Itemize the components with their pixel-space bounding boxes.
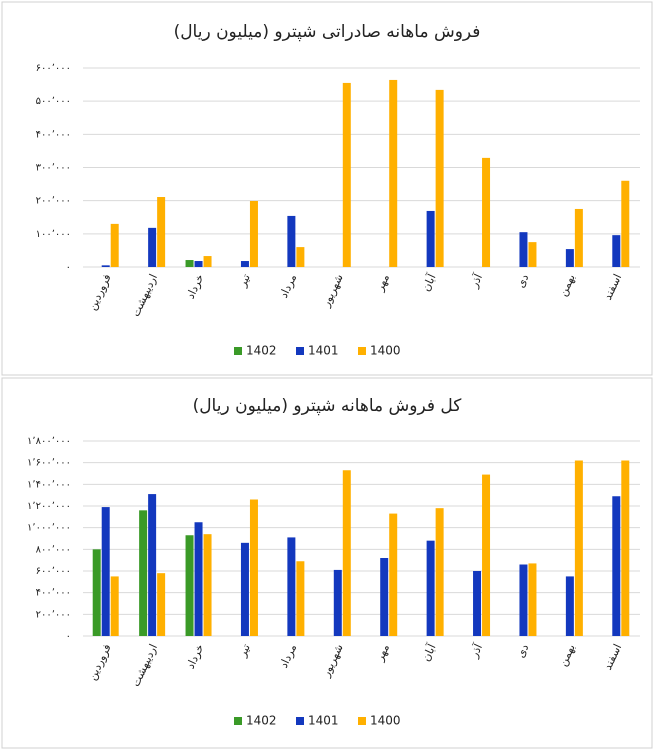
bar — [528, 563, 537, 636]
bar — [612, 496, 621, 636]
bar — [621, 460, 630, 636]
bar — [101, 265, 110, 267]
bar — [249, 200, 258, 267]
bar — [249, 499, 258, 636]
bar — [185, 535, 194, 636]
bar — [342, 470, 351, 636]
legend-label: 1400 — [370, 344, 401, 358]
bar — [435, 508, 444, 636]
y-tick-label: ۵۰۰٬۰۰۰ — [36, 96, 71, 107]
chart: کل فروش ماهانه شپترو (میلیون ریال) ۰ ۲۰۰٬۰… — [1, 377, 653, 749]
bar — [519, 232, 528, 267]
y-tick-label: ۴۰۰٬۰۰۰ — [36, 588, 71, 599]
bar — [565, 249, 574, 267]
y-tick-label: ۱۰۰٬۰۰۰ — [36, 229, 71, 240]
bar — [101, 507, 110, 636]
bar — [612, 235, 621, 267]
bar — [389, 79, 398, 267]
bar — [389, 513, 398, 636]
legend-swatch — [234, 347, 242, 355]
bar — [92, 549, 101, 636]
bar — [148, 227, 157, 267]
chart-frame — [1, 1, 653, 376]
x-tick-label: دی — [514, 272, 532, 290]
bar — [574, 460, 583, 636]
bar — [473, 571, 482, 636]
bar — [203, 534, 212, 636]
y-tick-label: ۱٬۴۰۰٬۰۰۰ — [27, 479, 71, 490]
y-tick-label: ۱٬۸۰۰٬۰۰۰ — [27, 436, 71, 447]
y-tick-label: ۰ — [66, 631, 71, 642]
bar — [287, 215, 296, 267]
y-tick-label: ۱٬۶۰۰٬۰۰۰ — [27, 458, 71, 469]
legend-swatch — [358, 717, 366, 725]
bar — [482, 474, 491, 636]
y-tick-label: ۲۰۰٬۰۰۰ — [36, 609, 71, 620]
bar — [426, 540, 435, 636]
bar — [333, 569, 342, 636]
legend-swatch — [234, 717, 242, 725]
x-tick-label: آذر — [466, 641, 485, 661]
bar — [194, 261, 203, 267]
legend-swatch — [296, 717, 304, 725]
y-tick-label: ۰ — [66, 262, 71, 273]
bar — [621, 180, 630, 267]
legend-label: 1400 — [370, 714, 401, 728]
bar — [157, 197, 166, 267]
bar — [185, 260, 194, 267]
bar — [574, 208, 583, 267]
y-tick-label: ۶۰۰٬۰۰۰ — [36, 566, 71, 577]
y-tick-label: ۱٬۰۰۰٬۰۰۰ — [27, 523, 71, 534]
x-tick-label: آذر — [466, 271, 485, 291]
bar — [342, 82, 351, 267]
y-tick-label: ۸۰۰٬۰۰۰ — [36, 544, 71, 555]
y-tick-label: ۶۰۰٬۰۰۰ — [36, 63, 71, 74]
x-tick-label: تیر — [235, 642, 252, 660]
bar — [565, 576, 574, 636]
bar — [110, 576, 119, 636]
legend-label: 1401 — [308, 714, 339, 728]
chart-title: فروش ماهانه صادراتی شپترو (میلیون ریال) — [174, 22, 481, 42]
bar — [194, 522, 203, 636]
y-tick-label: ۳۰۰٬۰۰۰ — [36, 163, 71, 174]
x-tick-label: تیر — [235, 272, 252, 290]
x-tick-label: دی — [514, 642, 532, 660]
bar — [296, 247, 305, 267]
bar — [287, 537, 296, 636]
legend-label: 1402 — [246, 714, 277, 728]
bar — [482, 157, 491, 267]
chart-frame — [1, 377, 653, 749]
legend-swatch — [358, 347, 366, 355]
bar — [110, 223, 119, 267]
y-tick-label: ۱٬۲۰۰٬۰۰۰ — [27, 501, 71, 512]
y-tick-label: ۲۰۰٬۰۰۰ — [36, 196, 71, 207]
y-tick-label: ۴۰۰٬۰۰۰ — [36, 129, 71, 140]
legend-label: 1402 — [246, 344, 277, 358]
bar — [203, 256, 212, 267]
bar — [240, 261, 249, 267]
bar — [148, 494, 157, 636]
bar — [240, 542, 249, 636]
bar — [157, 573, 166, 636]
bar — [296, 561, 305, 636]
bar — [380, 558, 389, 636]
bar — [426, 210, 435, 267]
legend-swatch — [296, 347, 304, 355]
bar — [139, 510, 148, 636]
bar — [528, 242, 537, 267]
bar — [519, 564, 528, 636]
chart: فروش ماهانه صادراتی شپترو (میلیون ریال) ۰… — [1, 1, 653, 376]
chart-title: کل فروش ماهانه شپترو (میلیون ریال) — [193, 396, 463, 416]
bar — [435, 89, 444, 267]
legend-label: 1401 — [308, 344, 339, 358]
